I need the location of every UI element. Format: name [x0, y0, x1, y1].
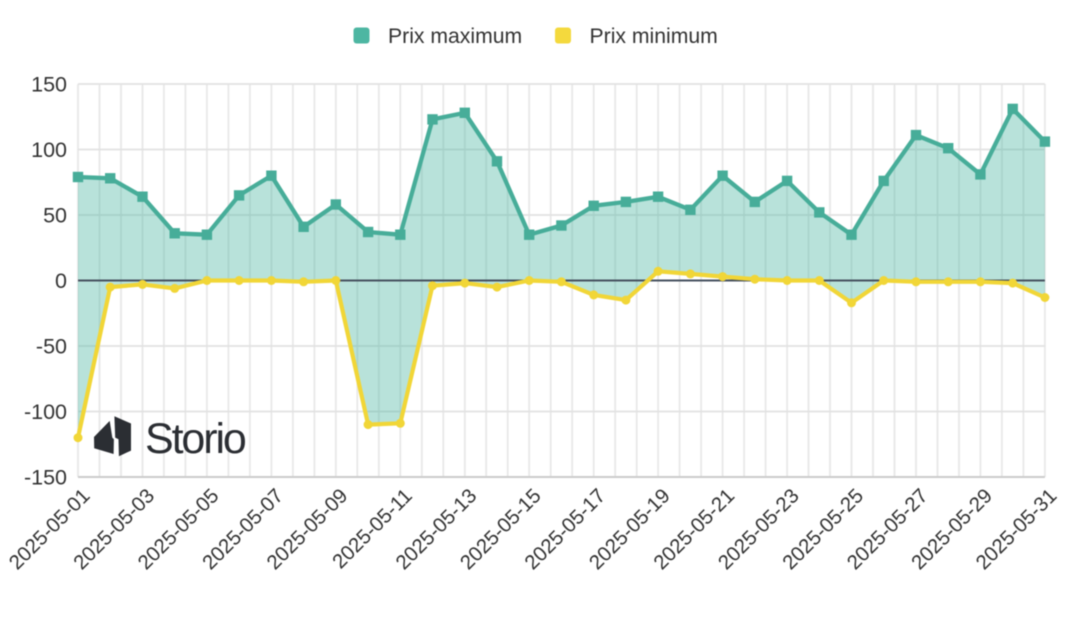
svg-text:0: 0: [55, 269, 67, 293]
svg-text:-100: -100: [24, 400, 67, 424]
svg-text:Prix minimum: Prix minimum: [590, 25, 718, 48]
svg-text:-150: -150: [24, 466, 67, 490]
svg-text:Prix maximum: Prix maximum: [388, 25, 522, 48]
svg-text:-50: -50: [36, 335, 67, 359]
svg-text:100: 100: [31, 138, 67, 162]
svg-text:50: 50: [43, 204, 67, 228]
svg-text:150: 150: [31, 73, 67, 97]
svg-text:Storio: Storio: [145, 415, 246, 463]
